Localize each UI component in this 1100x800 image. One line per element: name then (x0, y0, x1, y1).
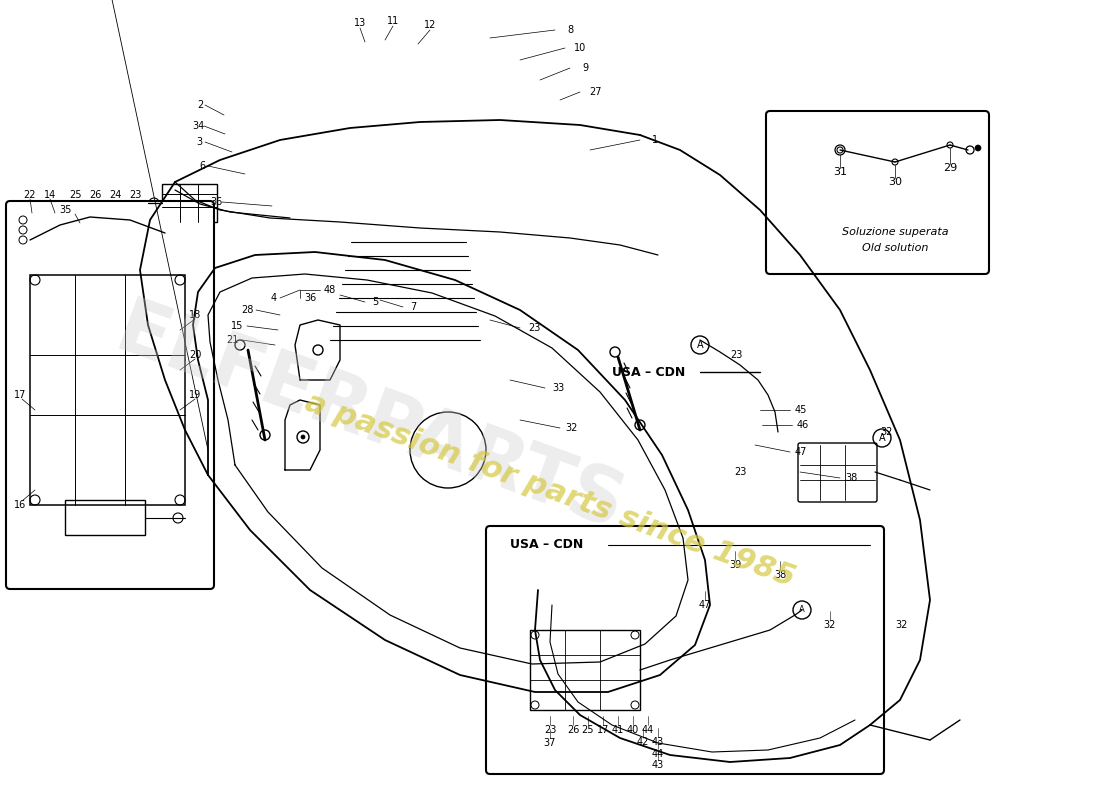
Text: 29: 29 (943, 163, 957, 173)
Text: Old solution: Old solution (861, 243, 928, 253)
Text: 25: 25 (582, 725, 594, 735)
Text: 27: 27 (588, 87, 602, 97)
Text: 24: 24 (109, 190, 121, 200)
Text: 26: 26 (566, 725, 580, 735)
Text: 1: 1 (652, 135, 658, 145)
Text: 4: 4 (271, 293, 277, 303)
Circle shape (301, 435, 305, 439)
Text: 38: 38 (774, 570, 786, 580)
FancyBboxPatch shape (766, 111, 989, 274)
Bar (30, 275, 185, 505)
Text: 34: 34 (191, 121, 205, 131)
Text: 21: 21 (226, 335, 239, 345)
Text: 23: 23 (129, 190, 141, 200)
Bar (65, 500, 145, 535)
Text: 2: 2 (197, 100, 204, 110)
Text: 26: 26 (89, 190, 101, 200)
Text: 6: 6 (199, 161, 205, 171)
Text: 39: 39 (729, 560, 741, 570)
Text: 15: 15 (231, 321, 243, 331)
Text: 44: 44 (642, 725, 654, 735)
Circle shape (975, 145, 981, 151)
Text: 32: 32 (880, 427, 892, 437)
Text: 46: 46 (798, 420, 810, 430)
Text: 9: 9 (582, 63, 588, 73)
Text: 38: 38 (845, 473, 857, 483)
Text: 28: 28 (241, 305, 253, 315)
Text: USA – CDN: USA – CDN (612, 366, 685, 378)
Text: 7: 7 (410, 302, 416, 312)
Bar (162, 184, 217, 222)
FancyBboxPatch shape (486, 526, 884, 774)
Text: 31: 31 (833, 167, 847, 177)
Text: 23: 23 (528, 323, 540, 333)
Text: Soluzione superata: Soluzione superata (842, 227, 948, 237)
Text: 20: 20 (189, 350, 201, 360)
Text: 13: 13 (354, 18, 366, 28)
Text: A: A (799, 606, 805, 614)
Text: 47: 47 (795, 447, 807, 457)
FancyBboxPatch shape (6, 201, 214, 589)
Text: 14: 14 (44, 190, 56, 200)
Text: 33: 33 (552, 383, 564, 393)
Text: 32: 32 (895, 620, 908, 630)
Text: 5: 5 (372, 297, 378, 307)
Text: a passion for parts since 1985: a passion for parts since 1985 (301, 387, 799, 593)
Text: 37: 37 (543, 738, 557, 748)
Text: 45: 45 (795, 405, 807, 415)
Bar (530, 630, 640, 710)
Text: 8: 8 (566, 25, 573, 35)
Text: 48: 48 (323, 285, 337, 295)
Text: 17: 17 (597, 725, 609, 735)
Text: USA – CDN: USA – CDN (510, 538, 583, 551)
Text: 11: 11 (387, 16, 399, 26)
Text: 36: 36 (210, 197, 222, 207)
Text: 36: 36 (304, 293, 316, 303)
Text: 10: 10 (574, 43, 586, 53)
Text: 32: 32 (824, 620, 836, 630)
Text: 47: 47 (698, 600, 712, 610)
Text: 19: 19 (189, 390, 201, 400)
Text: 3: 3 (196, 137, 202, 147)
Text: A: A (879, 433, 886, 443)
Text: 22: 22 (24, 190, 36, 200)
Text: A: A (696, 340, 703, 350)
Text: 25: 25 (68, 190, 81, 200)
Text: 16: 16 (14, 500, 26, 510)
Text: 18: 18 (189, 310, 201, 320)
Text: 17: 17 (14, 390, 26, 400)
Text: 41: 41 (612, 725, 624, 735)
Text: 32: 32 (565, 423, 579, 433)
Text: 30: 30 (888, 177, 902, 187)
Text: 44: 44 (652, 749, 664, 759)
Text: 12: 12 (424, 20, 437, 30)
Text: ELFERPARTS: ELFERPARTS (107, 294, 634, 546)
Text: 43: 43 (652, 760, 664, 770)
Text: 43: 43 (652, 737, 664, 747)
Text: 35: 35 (58, 205, 72, 215)
Text: 23: 23 (543, 725, 557, 735)
Text: 23: 23 (730, 350, 743, 360)
Text: 40: 40 (627, 725, 639, 735)
Text: 23: 23 (734, 467, 746, 477)
Text: 42: 42 (637, 737, 649, 747)
